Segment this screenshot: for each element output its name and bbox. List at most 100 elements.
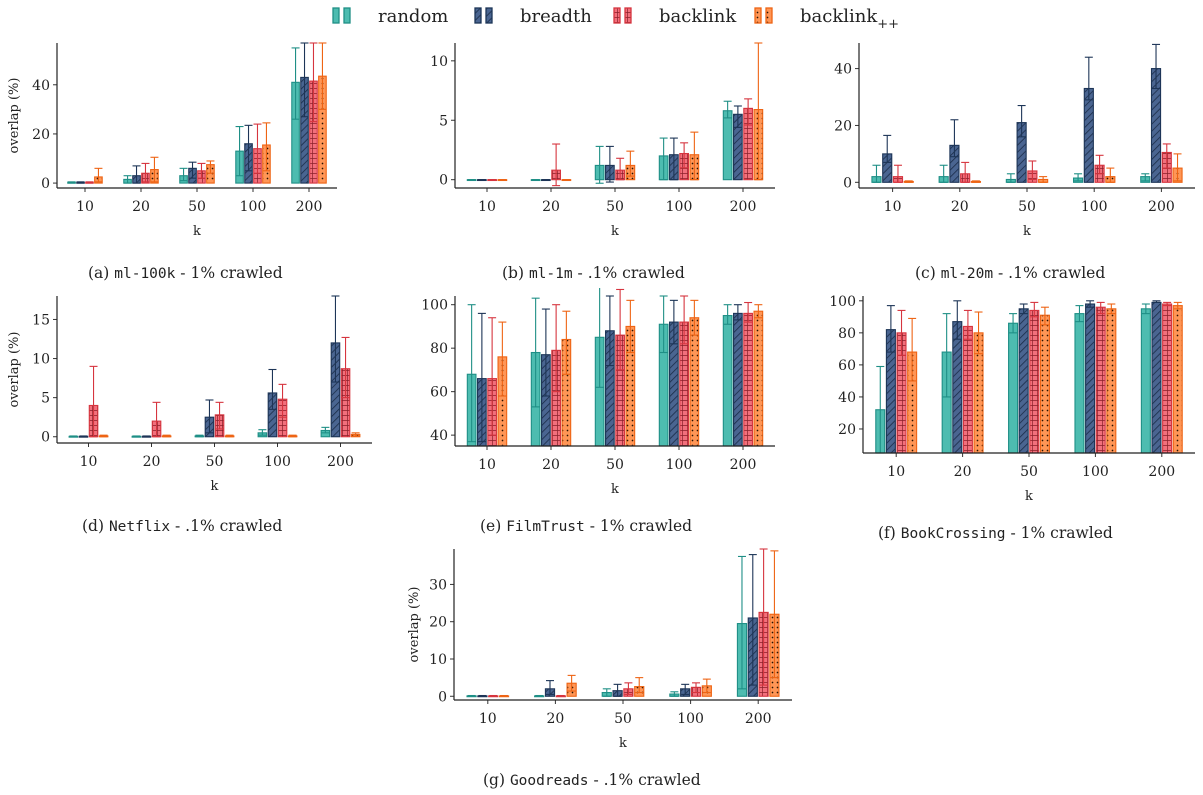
error-bar-backlink-k50: [197, 162, 206, 179]
x-tick-label: 20: [542, 457, 560, 473]
y-tick-label: 30: [429, 577, 447, 593]
error-bar-random-k20: [132, 435, 141, 438]
error-bar-random-k50: [179, 167, 188, 182]
x-tick-label: 100: [264, 454, 291, 470]
y-tick-label: 10: [429, 652, 447, 668]
error-bar-breadth-k100: [669, 299, 678, 345]
error-bar-random-k100: [235, 126, 244, 177]
x-tick-label: 200: [327, 454, 354, 470]
bar-backlink-k50: [1029, 309, 1040, 454]
error-bar-backlinkplusplus-k100: [1107, 303, 1116, 315]
error-bar-breadth-k20: [545, 680, 554, 695]
y-tick-label: 10: [32, 352, 50, 368]
y-tick-label: 40: [838, 390, 856, 406]
error-bar-backlink-k100: [680, 142, 689, 169]
error-bar-backlink-k20: [556, 694, 565, 697]
caption-b: (b) ml-1m - .1% crawled: [502, 264, 685, 282]
x-tick-label: 10: [478, 199, 496, 215]
error-bar-backlink-k200: [744, 98, 753, 126]
y-axis-title: overlap (%): [7, 332, 22, 408]
error-bar-backlink-k20: [552, 304, 561, 393]
error-bar-breadth-k200: [748, 554, 757, 686]
caption-c: (c) ml-20m - .1% crawled: [915, 264, 1106, 282]
y-tick-label: 5: [41, 391, 50, 407]
x-axis-title: k: [211, 479, 219, 494]
error-bar-breadth-k50: [605, 145, 614, 183]
error-bar-breadth-k20: [132, 165, 141, 184]
error-bar-backlinkplusplus-k200: [770, 550, 779, 679]
error-bar-backlinkplusplus-k200: [1173, 153, 1182, 182]
x-tick-label: 50: [1018, 199, 1036, 215]
y-tick-label: 60: [430, 385, 448, 401]
y-tick-label: 0: [439, 173, 448, 189]
bar-random-k200: [722, 315, 733, 447]
error-bar-random-k200: [1141, 303, 1150, 315]
y-tick-label: 10: [430, 54, 448, 70]
error-bar-backlinkplusplus-k10: [498, 321, 507, 397]
error-bar-backlink-k50: [1030, 301, 1039, 318]
error-bar-breadth-k100: [669, 137, 678, 181]
bar-random-k100: [1074, 313, 1085, 454]
y-tick-label: 100: [421, 298, 448, 314]
error-bar-breadth-k50: [605, 295, 614, 367]
error-bar-random-k10: [69, 435, 78, 438]
x-tick-label: 50: [606, 199, 624, 215]
x-tick-label: 100: [240, 199, 267, 215]
error-bar-backlinkplusplus-k100: [288, 434, 297, 438]
error-bar-random-k20: [531, 297, 540, 408]
legend-swatch: [765, 7, 773, 24]
y-axis-title: overlap (%): [407, 587, 422, 663]
legend-swatch: [332, 7, 340, 24]
error-bar-backlink-k50: [1028, 160, 1037, 181]
error-bar-backlink-k200: [341, 336, 350, 399]
error-bar-backlinkplusplus-k10: [94, 167, 103, 183]
error-bar-random-k100: [659, 137, 668, 181]
x-axis-title: k: [619, 736, 627, 751]
bar-breadth-k20: [952, 321, 963, 454]
x-tick-label: 200: [730, 199, 757, 215]
error-bar-breadth-k20: [950, 119, 959, 158]
legend-item-breadth: breadth: [474, 6, 592, 27]
error-bar-backlink-k20: [963, 309, 972, 340]
panel-e-filmtrust: 40 60 80 100 10 20 50 100 200 k: [421, 288, 775, 497]
error-bar-backlink-k20: [141, 162, 150, 183]
error-bar-random-k10: [67, 181, 76, 184]
error-bar-backlinkplusplus-k50: [225, 434, 234, 438]
error-bar-backlinkplusplus-k20: [567, 674, 576, 692]
error-bar-random-k10: [467, 694, 476, 697]
error-bar-breadth-k100: [244, 124, 253, 172]
error-bar-backlinkplusplus-k20: [562, 310, 571, 375]
x-tick-label: 200: [745, 711, 772, 727]
error-bar-backlink-k100: [253, 123, 262, 174]
error-bar-backlink-k200: [309, 42, 318, 123]
error-bar-random-k200: [723, 100, 732, 119]
chart-legend: random breadth backlink backlink++: [332, 6, 899, 32]
caption-e: (e) FilmTrust - 1% crawled: [480, 517, 693, 535]
error-bar-backlink-k10: [89, 365, 98, 438]
legend-swatch: [485, 7, 493, 24]
y-tick-label: 20: [429, 615, 447, 631]
legend-swatch: [624, 7, 632, 24]
error-bar-breadth-k200: [1152, 300, 1161, 303]
error-bar-random-k50: [1009, 313, 1018, 334]
bar-random-k200: [722, 110, 733, 181]
x-tick-label: 100: [677, 711, 704, 727]
y-tick-label: 0: [438, 689, 447, 705]
x-tick-label: 20: [542, 199, 560, 215]
error-bar-backlink-k20: [961, 161, 970, 183]
error-bar-breadth-k10: [477, 312, 486, 443]
error-bar-breadth-k100: [1086, 300, 1095, 308]
error-bar-backlink-k200: [1162, 143, 1171, 169]
bar-backlink-k200: [743, 312, 753, 447]
x-axis-title: k: [611, 482, 619, 497]
error-bar-backlinkplusplus-k200: [754, 42, 763, 181]
legend-swatch: [754, 7, 762, 24]
error-bar-random-k20: [123, 175, 132, 184]
panel-f-bookcrossing: 20 40 60 80 100 10 20 50 100 200 k: [829, 294, 1195, 504]
error-bar-breadth-k10: [478, 694, 487, 697]
error-bar-backlink-k200: [759, 548, 768, 686]
bar-backlinkplusplus-k200: [753, 310, 764, 447]
caption-f: (f) BookCrossing - 1% crawled: [878, 524, 1113, 542]
error-bar-backlink-k50: [624, 682, 633, 695]
error-bar-backlink-k100: [680, 295, 689, 345]
